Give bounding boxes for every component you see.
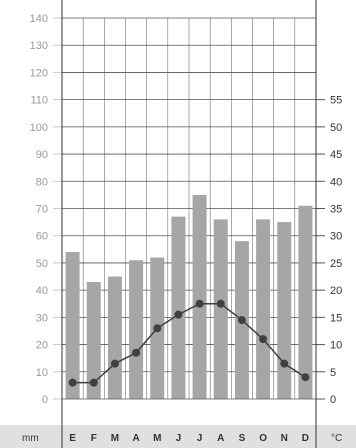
precip-bar	[277, 222, 292, 399]
temp-unit-label: °C	[331, 433, 342, 444]
month-label: M	[153, 433, 161, 444]
temp-tick-label: 30	[330, 231, 342, 243]
temp-tick-label: 15	[330, 312, 342, 324]
temp-point	[237, 316, 246, 325]
month-label: M	[111, 433, 119, 444]
precip-tick-label: 120	[30, 67, 48, 79]
axis-labels: 0 10 20 30 40 50 60 70 80 90 100 110 120 130 140 0 5 10 15…	[30, 13, 343, 444]
precip-bar	[86, 281, 101, 399]
grid-layer	[62, 17, 316, 399]
precip-bar	[129, 260, 144, 399]
precip-bar	[256, 219, 271, 399]
month-label: J	[197, 433, 203, 444]
temp-point	[280, 359, 289, 368]
temp-point	[174, 310, 183, 319]
precip-tick-label: 60	[36, 231, 48, 243]
temp-tick-label: 45	[330, 149, 342, 161]
month-label: O	[259, 433, 267, 444]
temp-tick-label: 5	[330, 367, 336, 379]
temp-tick-label: 50	[330, 122, 342, 134]
temp-point	[259, 335, 268, 344]
precip-bar	[298, 205, 313, 399]
precip-bar	[192, 194, 207, 399]
precip-tick-label: 0	[42, 394, 48, 406]
temp-point	[110, 359, 119, 368]
precip-tick-label: 70	[36, 204, 48, 216]
temp-tick-label: 25	[330, 258, 342, 270]
month-label: J	[176, 433, 182, 444]
temperature-line	[68, 299, 310, 387]
month-label: E	[69, 433, 76, 444]
precip-tick-label: 110	[30, 95, 48, 107]
precip-bar	[65, 252, 80, 399]
month-label: S	[239, 433, 246, 444]
precip-tick-label: 10	[36, 367, 48, 379]
temp-point	[68, 378, 77, 387]
precip-tick-label: 50	[36, 258, 48, 270]
temp-tick-label: 35	[330, 204, 342, 216]
precip-tick-label: 100	[30, 122, 48, 134]
temp-tick-label: 55	[330, 95, 342, 107]
temp-point	[195, 299, 204, 308]
month-label: A	[132, 433, 139, 444]
bottom-label-band	[0, 425, 356, 448]
precip-tick-label: 80	[36, 176, 48, 188]
temp-point	[132, 348, 141, 357]
precip-unit-label: mm	[22, 433, 39, 444]
precip-bar	[107, 276, 122, 399]
temp-tick-label: 0	[330, 394, 336, 406]
month-label: N	[281, 433, 288, 444]
month-label: A	[217, 433, 224, 444]
precip-tick-label: 40	[36, 285, 48, 297]
temp-tick-label: 10	[330, 340, 342, 352]
temp-tick-label: 20	[330, 285, 342, 297]
precip-bar	[213, 219, 228, 399]
precipitation-bars	[65, 194, 313, 399]
temp-point	[216, 299, 225, 308]
precip-tick-label: 90	[36, 149, 48, 161]
temp-point	[153, 324, 162, 333]
axes	[53, 0, 325, 448]
precip-tick-label: 30	[36, 312, 48, 324]
temp-line-path	[72, 303, 306, 384]
precip-bar	[171, 216, 186, 399]
precip-tick-label: 140	[30, 13, 48, 25]
temp-tick-label: 40	[330, 176, 342, 188]
month-label: F	[91, 433, 97, 444]
month-label: D	[302, 433, 309, 444]
precip-tick-label: 20	[36, 340, 48, 352]
temp-point	[301, 373, 310, 382]
precip-tick-label: 130	[30, 40, 48, 52]
temp-point	[89, 378, 98, 387]
